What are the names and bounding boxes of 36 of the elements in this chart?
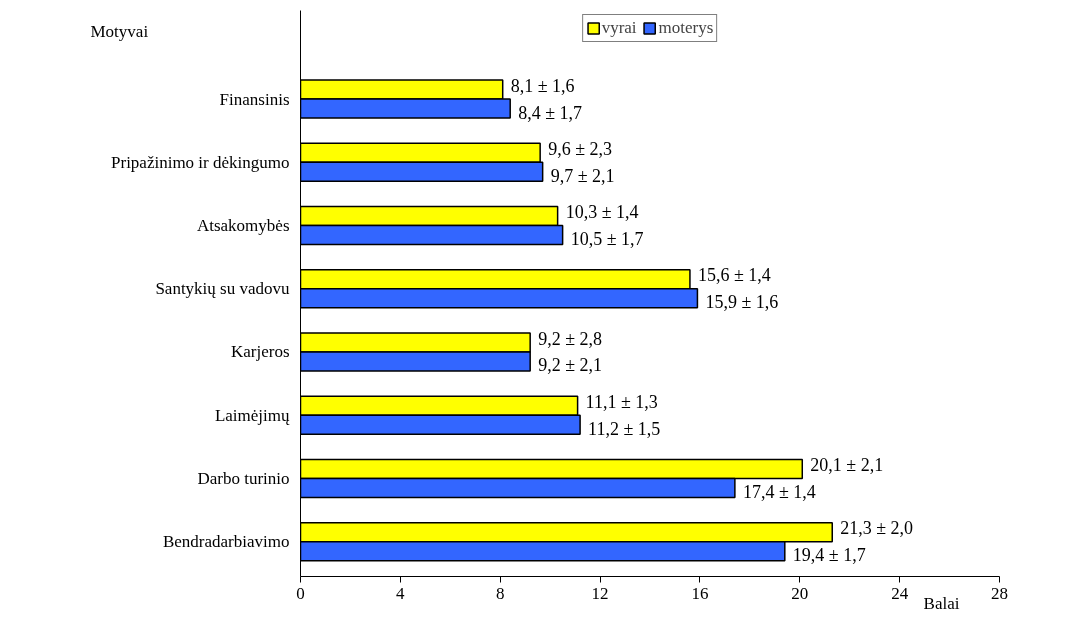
- y-tick-label: Pripažinimo ir dėkingumo: [111, 152, 290, 172]
- data-label: 8,4 ± 1,7: [518, 102, 583, 123]
- x-tick-label: 24: [891, 583, 909, 603]
- legend-label: moterys: [658, 18, 714, 38]
- x-tick-label: 20: [791, 583, 809, 603]
- y-tick-label: Finansinis: [219, 89, 290, 109]
- y-tick-label: Karjeros: [230, 342, 290, 362]
- y-axis-title: Motyvai: [90, 21, 149, 41]
- data-label: 9,2 ± 2,1: [538, 355, 603, 376]
- data-label: 15,6 ± 1,4: [697, 265, 771, 286]
- y-tick-label: Atsakomybės: [196, 216, 290, 236]
- data-label: 20,1 ± 2,1: [810, 454, 884, 475]
- x-tick-label: 28: [991, 583, 1008, 603]
- x-tick-label: 0: [296, 583, 305, 603]
- data-label: 19,4 ± 1,7: [792, 545, 866, 566]
- y-tick-label: Bendradarbiavimo: [162, 532, 290, 552]
- y-tick-label: Darbo turinio: [197, 468, 290, 488]
- y-tick-label: Santykių su vadovu: [155, 279, 290, 299]
- data-label: 17,4 ± 1,4: [742, 481, 816, 502]
- data-label: 9,7 ± 2,1: [550, 165, 615, 186]
- data-label: 15,9 ± 1,6: [705, 292, 779, 313]
- data-label: 11,1 ± 1,3: [585, 391, 658, 412]
- x-tick-label: 12: [591, 583, 609, 603]
- x-tick-label: 8: [495, 583, 505, 603]
- data-label: 10,3 ± 1,4: [565, 202, 639, 223]
- data-label: 9,2 ± 2,8: [538, 328, 603, 349]
- x-tick-label: 4: [396, 583, 406, 603]
- data-label: 10,5 ± 1,7: [570, 229, 644, 249]
- x-axis-title: Balai: [923, 593, 960, 613]
- x-tick-label: 16: [691, 583, 709, 603]
- data-label: 8,1 ± 1,6: [510, 75, 575, 96]
- data-label: 9,6 ± 2,3: [548, 138, 613, 159]
- data-label: 11,2 ± 1,5: [588, 418, 661, 439]
- data-label: 21,3 ± 2,0: [840, 518, 914, 539]
- y-tick-label: Laimėjimų: [214, 405, 290, 425]
- legend-label: vyrai: [601, 18, 637, 38]
